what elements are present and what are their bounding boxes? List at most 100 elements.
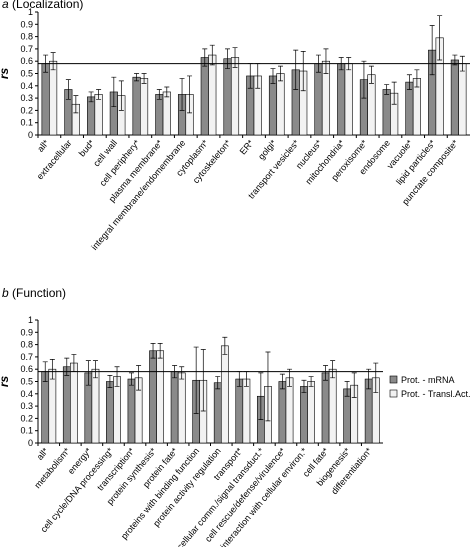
error-bar [308,376,314,387]
error-bar [258,372,264,420]
bar [230,57,240,136]
y-tick-label: 0 [28,438,33,448]
error-bar [134,73,140,82]
panel-label: b [2,286,9,300]
panel-title-text: (Localization) [12,0,83,11]
bar [405,81,414,136]
x-tick-label: bud* [77,137,97,158]
error-bar [179,366,185,380]
bar [156,350,165,444]
bar [328,368,337,444]
bar [155,94,164,136]
error-bar [96,89,102,100]
bar [41,371,50,444]
bar [106,381,114,444]
error-bar [293,49,299,90]
bar [450,59,459,136]
panel-title-text: (Function) [12,286,66,300]
error-bar [301,379,307,393]
bar [220,345,229,444]
error-bar [157,343,163,359]
y-tick-label: 0 [28,130,33,140]
error-bar [279,373,285,390]
error-bar [373,362,379,393]
error-bar [114,366,120,387]
error-bar [265,351,271,422]
x-tick-label: ER* [238,137,256,156]
error-bar [384,84,390,95]
error-bar [50,52,56,71]
y-tick-label: 0.9 [20,19,33,29]
error-bar [141,73,147,84]
error-bar [323,365,329,381]
legend-swatch [389,375,398,384]
y-tick-label: 0.4 [20,81,33,91]
y-tick-label: 0.4 [20,389,33,399]
error-bar [92,360,98,379]
y-tick-label: 0.3 [20,401,33,411]
bar [235,378,244,444]
bar [285,377,294,444]
y-tick-label: 0.5 [20,377,33,387]
panel-label: a [2,0,9,11]
y-tick-label: 0.6 [20,364,33,374]
y-tick-label: 0.7 [20,352,33,362]
error-bar [49,359,55,380]
error-bar [88,91,94,103]
bar [314,63,323,136]
bar [132,76,141,136]
error-bar [136,365,142,391]
bar [48,368,57,444]
legend-swatch [389,389,398,398]
error-bar [156,89,162,100]
x-tick-label: all* [35,445,51,461]
error-bar [429,25,435,76]
bar [337,63,346,136]
bar [94,94,103,136]
error-bar [85,360,91,386]
error-bar [270,68,276,84]
bar [278,381,287,444]
y-tick-label: 1 [28,315,33,325]
error-bar [361,60,367,99]
y-tick-label: 0.7 [20,44,33,54]
bar [367,74,376,136]
bar [213,382,222,444]
error-bar [65,79,71,100]
error-bar [222,336,228,355]
error-bar [344,381,350,397]
bar [177,372,186,444]
bar [70,362,78,444]
bar [343,388,351,444]
y-tick-label: 0.9 [20,327,33,337]
bar [41,63,50,136]
x-tick-label: golgi* [256,137,278,161]
bar [200,57,209,136]
error-bar [64,357,70,376]
y-tick-label: 0.1 [20,118,33,128]
error-bar [300,51,306,92]
error-bar [111,76,117,108]
bar [162,91,171,136]
y-tick-label: 0.5 [20,69,33,79]
panel-title: a (Localization) [2,0,83,11]
error-bar [215,376,221,390]
y-tick-label: 0.6 [20,56,33,66]
error-bar [277,65,283,82]
bar [276,73,285,136]
error-bar [164,86,170,98]
y-tick-label: 0.2 [20,105,33,115]
error-bar [128,372,134,386]
error-bar [118,80,124,111]
error-bar [200,349,206,412]
bar [321,372,330,444]
bar [344,63,353,136]
error-bar [391,81,397,105]
error-bar [323,48,329,74]
bar [62,366,71,444]
y-tick-label: 0.8 [20,340,33,350]
error-bar [225,48,231,69]
error-bar [193,346,199,414]
y-tick-label: 1 [28,7,33,17]
error-bar [351,372,357,398]
